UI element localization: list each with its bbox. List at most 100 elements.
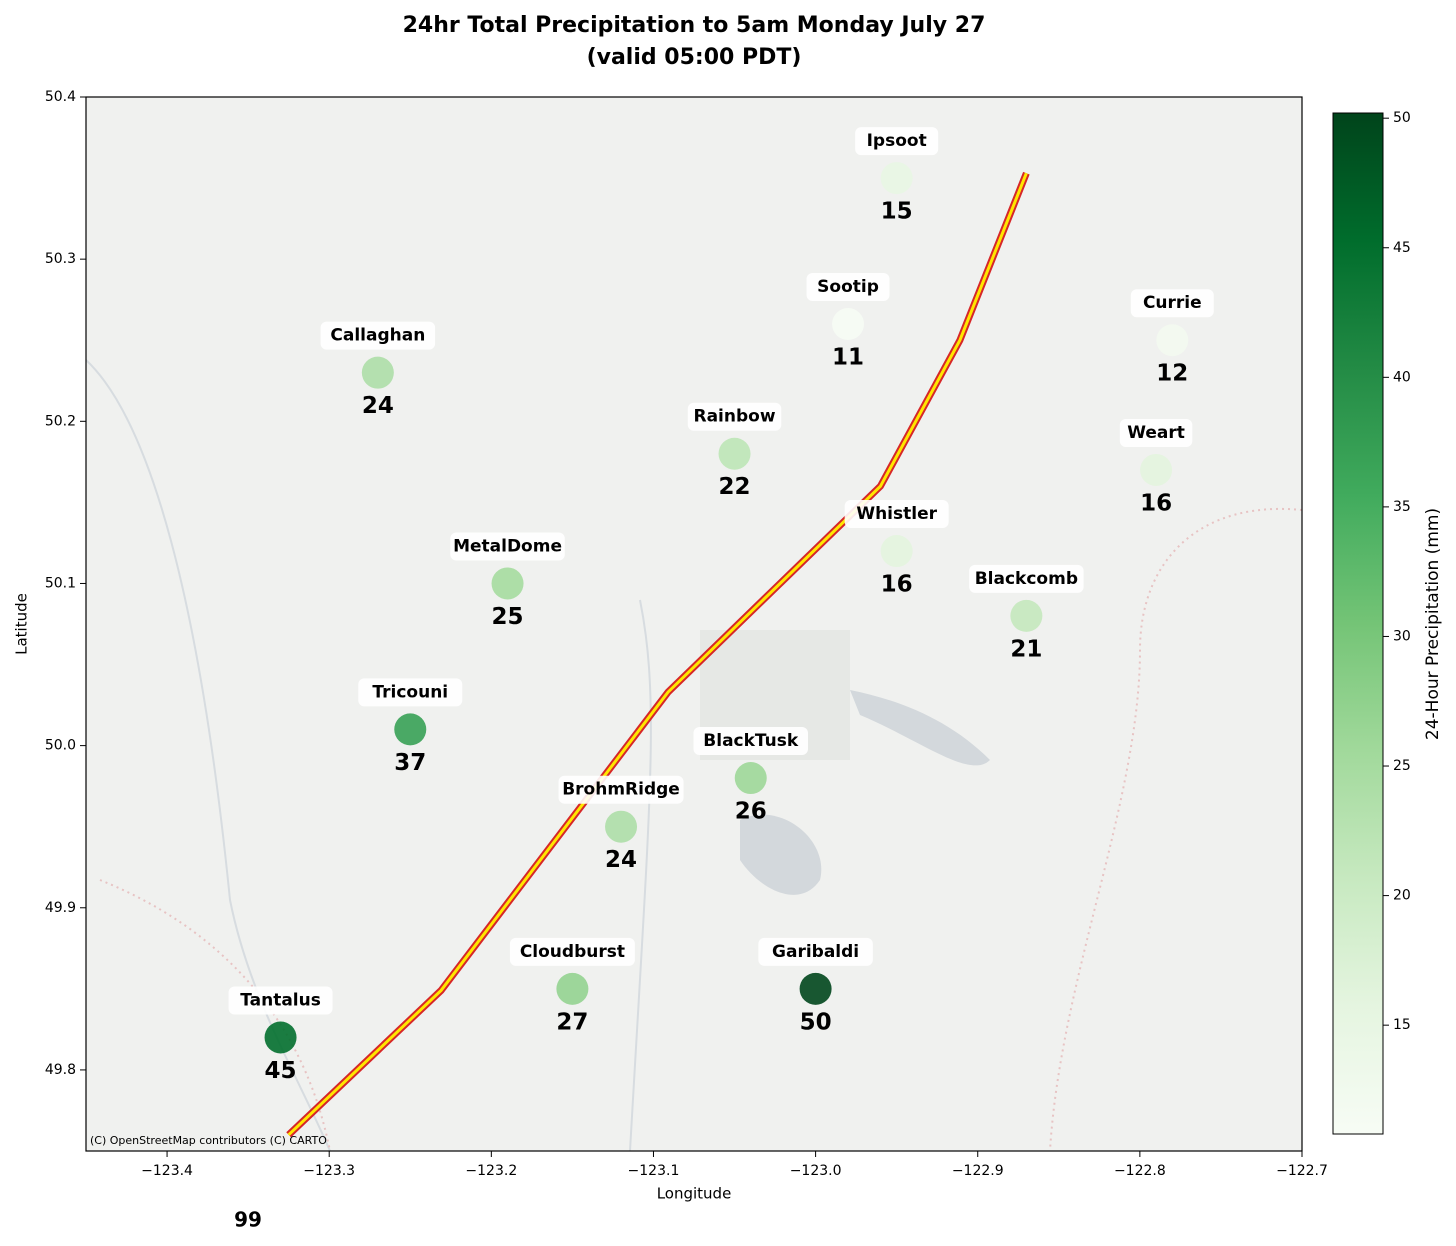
x-tick-label: −123.2 xyxy=(465,1163,517,1179)
chart-title: 24hr Total Precipitation to 5am Monday J… xyxy=(403,13,986,38)
station-name: Weart xyxy=(1127,423,1185,443)
label-box xyxy=(509,937,635,966)
station-value: 22 xyxy=(719,474,751,500)
station-value: 45 xyxy=(265,1058,297,1084)
label-box xyxy=(844,500,949,529)
x-tick-label: −123.3 xyxy=(303,1163,355,1179)
station-name: Blackcomb xyxy=(975,569,1078,589)
station-value: 16 xyxy=(1140,490,1172,516)
y-tick-label: 50.4 xyxy=(45,89,76,105)
colorbar-tick-label: 25 xyxy=(1393,758,1411,774)
x-tick-label: −123.0 xyxy=(790,1163,842,1179)
lake xyxy=(740,814,822,895)
y-tick-label: 50.3 xyxy=(45,251,76,267)
station-name: Sootip xyxy=(817,277,879,297)
label-box xyxy=(358,678,463,707)
station-marker xyxy=(491,567,524,600)
station-value: 11 xyxy=(832,345,864,371)
chart-subtitle: (valid 05:00 PDT) xyxy=(587,45,802,70)
y-axis-label: Latitude xyxy=(13,593,31,655)
map-background xyxy=(86,97,1302,1151)
station-name: Ipsoot xyxy=(867,131,927,151)
station-value: 15 xyxy=(881,199,913,225)
colorbar-tick-label: 35 xyxy=(1393,499,1411,515)
station-name: Tricouni xyxy=(372,682,448,702)
station-marker xyxy=(718,437,751,470)
footer-text: 99 xyxy=(234,1208,262,1232)
label-box xyxy=(1130,289,1214,318)
x-tick-label: −122.7 xyxy=(1276,1163,1328,1179)
label-box xyxy=(806,273,890,302)
colorbar-tick-label: 45 xyxy=(1393,240,1411,256)
station-marker xyxy=(1156,324,1189,357)
label-box xyxy=(687,402,782,431)
label-box xyxy=(320,321,436,350)
station-marker xyxy=(1010,599,1043,632)
label-box xyxy=(855,127,939,156)
y-tick-label: 49.9 xyxy=(45,900,76,916)
label-box xyxy=(228,986,333,1015)
station-marker xyxy=(264,1021,297,1054)
station-marker xyxy=(605,810,638,843)
station-marker xyxy=(1140,453,1173,486)
y-tick-label: 50.0 xyxy=(45,738,76,754)
colorbar-tick-label: 30 xyxy=(1393,628,1411,644)
label-box xyxy=(558,775,684,804)
station-name: BlackTusk xyxy=(703,731,799,751)
y-tick-label: 49.8 xyxy=(45,1062,76,1078)
route-line-inner xyxy=(287,172,1028,1136)
station-value: 25 xyxy=(492,604,524,630)
station-value: 24 xyxy=(605,847,637,873)
station-value: 16 xyxy=(881,572,913,598)
station-name: BrohmRidge xyxy=(562,780,680,800)
station-value: 21 xyxy=(1010,636,1042,662)
x-tick-label: −123.4 xyxy=(141,1163,193,1179)
x-axis-label: Longitude xyxy=(657,1185,732,1203)
station-marker xyxy=(394,713,427,746)
station-name: Currie xyxy=(1143,293,1202,313)
colorbar-label: 24-Hour Precipitation (mm) xyxy=(1423,508,1443,740)
station-marker xyxy=(361,356,394,389)
station-name: Whistler xyxy=(856,504,937,524)
y-tick-label: 50.2 xyxy=(45,413,76,429)
colorbar-tick-label: 50 xyxy=(1393,110,1411,126)
plot-frame xyxy=(85,96,1303,1152)
station-value: 26 xyxy=(735,799,767,825)
label-box xyxy=(693,727,808,756)
x-tick-label: −122.9 xyxy=(952,1163,1004,1179)
station-marker xyxy=(556,972,589,1005)
x-tick-label: −122.8 xyxy=(1114,1163,1166,1179)
label-box xyxy=(1119,418,1193,447)
river xyxy=(85,359,331,1152)
station-value: 50 xyxy=(800,1009,832,1035)
station-marker xyxy=(880,535,913,568)
station-value: 12 xyxy=(1156,361,1188,387)
boundary xyxy=(99,879,331,1152)
station-name: Callaghan xyxy=(330,326,425,346)
station-name: Cloudburst xyxy=(520,942,625,962)
label-box xyxy=(969,564,1084,593)
station-value: 37 xyxy=(394,750,426,776)
colorbar xyxy=(1332,112,1384,1135)
x-tick-label: −123.1 xyxy=(628,1163,680,1179)
station-value: 24 xyxy=(362,393,394,419)
boundary xyxy=(1049,507,1303,1152)
label-box xyxy=(450,532,565,561)
attribution: (C) OpenStreetMap contributors (C) CARTO xyxy=(90,1134,327,1147)
station-marker xyxy=(832,308,865,341)
colorbar-tick-label: 20 xyxy=(1393,888,1411,904)
station-marker xyxy=(799,972,832,1005)
plot: Ipsoot 15 Sootip 11 Currie 12 Callaghan 24 Rainb… xyxy=(228,127,1214,1138)
station-name: Tantalus xyxy=(240,990,321,1010)
label-box xyxy=(758,937,873,966)
lake xyxy=(850,690,990,766)
y-tick-label: 50.1 xyxy=(45,575,76,591)
station-value: 27 xyxy=(556,1009,588,1035)
station-name: MetalDome xyxy=(453,536,562,556)
station-name: Garibaldi xyxy=(772,942,859,962)
station-marker xyxy=(734,762,767,795)
colorbar-tick-label: 40 xyxy=(1393,369,1411,385)
colorbar-tick-label: 15 xyxy=(1393,1017,1411,1033)
station-marker xyxy=(880,162,913,195)
station-name: Rainbow xyxy=(694,407,776,427)
